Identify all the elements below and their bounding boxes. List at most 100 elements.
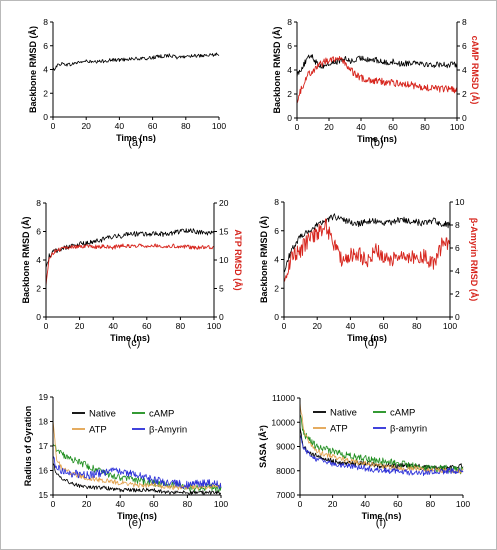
x-tick-label: 100 bbox=[212, 121, 226, 131]
x-tick-label: 80 bbox=[183, 499, 193, 509]
y2-tick-label: 4 bbox=[455, 266, 460, 276]
x-tick-label: 40 bbox=[360, 499, 370, 509]
series-line-β-amyrin bbox=[299, 433, 464, 477]
x-tick-label: 0 bbox=[44, 321, 49, 331]
y-tick-label: 8000 bbox=[276, 466, 295, 476]
panel-label: (a) bbox=[128, 137, 141, 149]
x-tick-label: 80 bbox=[426, 499, 436, 509]
y-tick-label: 10000 bbox=[271, 417, 295, 427]
y-tick-label: 15 bbox=[39, 490, 49, 500]
legend-label: β-amyrin bbox=[390, 424, 427, 435]
y-tick-label: 2 bbox=[43, 88, 48, 98]
chart-panel-5: 0 20 40 60 80 100 15 16 17 18 19 Time (ns) Radius of… bbox=[23, 392, 228, 529]
x-tick-label: 20 bbox=[82, 499, 92, 509]
x-tick-label: 100 bbox=[456, 499, 470, 509]
x-tick-label: 60 bbox=[379, 321, 389, 331]
y-tick-label: 6 bbox=[287, 41, 292, 51]
series-line-camp bbox=[299, 414, 464, 475]
x-tick-label: 20 bbox=[81, 121, 91, 131]
x-tick-label: 20 bbox=[328, 499, 338, 509]
y2-tick-label: 10 bbox=[455, 197, 465, 207]
series-line-native bbox=[299, 426, 464, 472]
panel-label: (b) bbox=[370, 137, 383, 149]
x-tick-label: 100 bbox=[450, 122, 464, 132]
x-tick-label: 40 bbox=[346, 321, 356, 331]
x-tick-label: 80 bbox=[176, 321, 186, 331]
y-tick-label: 6 bbox=[274, 226, 279, 236]
y2-tick-label: 2 bbox=[455, 289, 460, 299]
x-tick-label: 20 bbox=[324, 122, 334, 132]
y2-axis-title: cAMP RMSD (Å) bbox=[470, 36, 480, 105]
y2-tick-label: 8 bbox=[462, 17, 467, 27]
chart-panel-1: 0 20 40 60 80 100 0 2 4 6 8 Time (ns) Backbone RMSD … bbox=[28, 17, 226, 149]
x-tick-label: 60 bbox=[142, 321, 152, 331]
x-tick-label: 100 bbox=[214, 499, 228, 509]
y-tick-label: 17 bbox=[39, 441, 49, 451]
x-tick-label: 100 bbox=[207, 321, 221, 331]
y-tick-label: 8 bbox=[287, 17, 292, 27]
x-tick-label: 80 bbox=[181, 121, 191, 131]
y-tick-label: 0 bbox=[274, 312, 279, 322]
series-line-1 bbox=[52, 52, 220, 71]
legend-label: cAMP bbox=[149, 409, 174, 420]
x-axis-title: Time (ns) bbox=[362, 511, 402, 521]
y-tick-label: 8 bbox=[274, 197, 279, 207]
x-tick-label: 80 bbox=[420, 122, 430, 132]
y-tick-label: 4 bbox=[43, 65, 48, 75]
x-tick-label: 40 bbox=[356, 122, 366, 132]
chart-panel-6: 0 20 40 60 80 100 7000 8000 9000 10000 11000 Time (… bbox=[258, 393, 470, 529]
x-tick-label: 20 bbox=[75, 321, 85, 331]
x-tick-label: 0 bbox=[295, 122, 300, 132]
y-axis-title: Backbone RMSD (Å) bbox=[21, 216, 31, 303]
y-tick-label: 0 bbox=[36, 312, 41, 322]
y-tick-label: 2 bbox=[36, 284, 41, 294]
y-tick-label: 6 bbox=[43, 41, 48, 51]
y2-axis-title: β-Amyrin RMSD (Å) bbox=[469, 218, 479, 302]
y-axis-title: SASA (Å²) bbox=[258, 425, 268, 468]
y2-tick-label: 4 bbox=[462, 65, 467, 75]
x-tick-label: 60 bbox=[148, 121, 158, 131]
y2-tick-label: 0 bbox=[219, 312, 224, 322]
series-line-2 bbox=[45, 243, 215, 287]
y2-tick-label: 0 bbox=[455, 312, 460, 322]
y2-axis-title: ATP RMSD (Å) bbox=[233, 229, 243, 290]
series-line-1 bbox=[296, 54, 458, 78]
y-tick-label: 8 bbox=[36, 198, 41, 208]
y-tick-label: 0 bbox=[43, 112, 48, 122]
x-axis-title: Time (ns) bbox=[347, 333, 387, 343]
series-line-1 bbox=[45, 228, 215, 268]
series-line-β-amyrin bbox=[52, 456, 222, 490]
x-tick-label: 0 bbox=[282, 321, 287, 331]
legend-label: cAMP bbox=[390, 408, 415, 419]
legend-label: ATP bbox=[89, 425, 107, 436]
y-axis-title: Backbone RMSD (Å) bbox=[259, 216, 269, 303]
y-tick-label: 19 bbox=[39, 392, 49, 402]
y2-tick-label: 8 bbox=[455, 220, 460, 230]
y2-tick-label: 6 bbox=[462, 41, 467, 51]
y-axis-title: Radius of Gyration bbox=[23, 406, 33, 487]
x-axis-title: Time (ns) bbox=[357, 134, 397, 144]
x-tick-label: 60 bbox=[393, 499, 403, 509]
y2-tick-label: 5 bbox=[219, 284, 224, 294]
x-tick-label: 60 bbox=[149, 499, 159, 509]
series-line-native bbox=[52, 463, 222, 495]
y-tick-label: 4 bbox=[287, 65, 292, 75]
y-tick-label: 8 bbox=[43, 17, 48, 27]
y2-tick-label: 2 bbox=[462, 89, 467, 99]
y-tick-label: 4 bbox=[274, 255, 279, 265]
panel-label: (e) bbox=[128, 517, 141, 529]
x-axis-title: Time (ns) bbox=[116, 133, 156, 143]
y-tick-label: 11000 bbox=[272, 393, 295, 403]
y-tick-label: 0 bbox=[287, 113, 292, 123]
x-tick-label: 80 bbox=[412, 321, 422, 331]
y-tick-label: 4 bbox=[36, 255, 41, 265]
y2-tick-label: 20 bbox=[219, 198, 229, 208]
y2-tick-label: 6 bbox=[455, 243, 460, 253]
x-tick-label: 0 bbox=[51, 121, 56, 131]
y2-tick-label: 15 bbox=[219, 227, 229, 237]
y-tick-label: 9000 bbox=[276, 442, 295, 452]
